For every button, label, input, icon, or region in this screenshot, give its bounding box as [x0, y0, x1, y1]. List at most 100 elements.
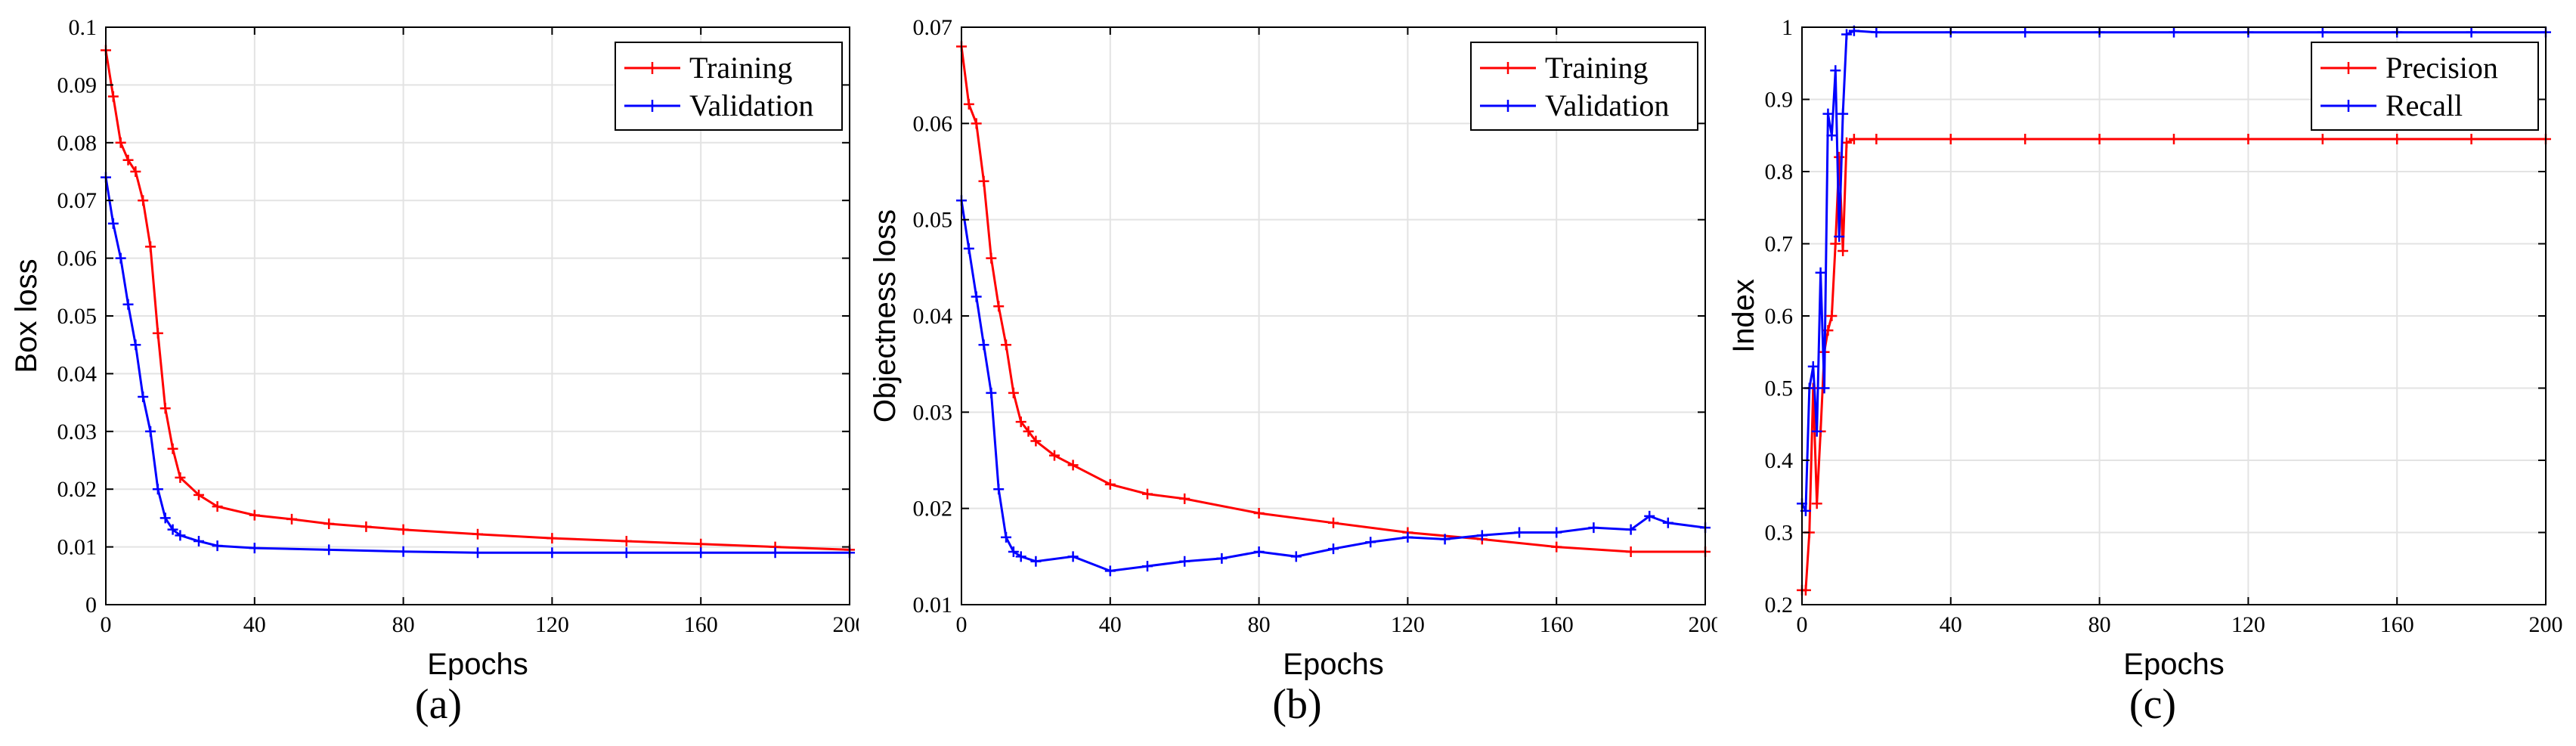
- data-point: [1551, 541, 1562, 553]
- x-tick-label: 200: [833, 612, 859, 637]
- y-axis-label: Box loss: [10, 258, 43, 373]
- data-point: [1001, 531, 1012, 543]
- data-point: [152, 327, 163, 339]
- data-point: [1848, 134, 1859, 145]
- x-tick-label: 40: [1940, 612, 1962, 637]
- data-point: [2317, 26, 2328, 38]
- data-point: [398, 524, 409, 535]
- data-point: [324, 518, 335, 530]
- panel-label-b: (b): [1272, 681, 1322, 728]
- data-point: [130, 339, 141, 351]
- data-point: [1008, 546, 1019, 557]
- data-point: [1328, 517, 1339, 528]
- data-point: [1216, 553, 1228, 564]
- x-tick-label: 40: [1099, 612, 1122, 637]
- y-axis-label: Index: [1727, 279, 1760, 353]
- data-point: [1015, 416, 1026, 428]
- data-point: [324, 544, 335, 556]
- y-tick-label: 0.08: [57, 131, 98, 156]
- y-tick-label: 0.04: [913, 304, 953, 329]
- data-point: [1142, 561, 1153, 572]
- data-point: [159, 512, 171, 524]
- legend-label-validation: Validation: [1545, 88, 1669, 122]
- data-point: [1644, 510, 1655, 522]
- legend-box: [1470, 42, 1698, 131]
- data-point: [115, 137, 126, 148]
- x-tick-label: 80: [2088, 612, 2111, 637]
- data-point: [1588, 522, 1599, 534]
- panel-label-a: (a): [414, 681, 463, 728]
- x-axis-label: Epochs: [2123, 648, 2224, 680]
- x-tick-label: 40: [243, 612, 266, 637]
- data-point: [212, 540, 223, 552]
- y-tick-label: 0.06: [57, 246, 98, 271]
- data-point: [1834, 151, 1845, 163]
- y-tick-label: 0.6: [1765, 304, 1794, 329]
- y-tick-label: 0.04: [57, 361, 98, 386]
- data-point: [978, 339, 989, 351]
- data-point: [2020, 134, 2031, 145]
- legend-label-recall: Recall: [2386, 88, 2463, 122]
- legend-marker: [647, 100, 658, 112]
- legend-label-precision: Precision: [2386, 51, 2498, 85]
- x-tick-label: 160: [2380, 612, 2414, 637]
- series-validation: [101, 172, 855, 559]
- data-point: [159, 403, 171, 414]
- y-tick-label: 0.8: [1765, 159, 1794, 184]
- y-tick-label: 0.07: [57, 188, 98, 213]
- data-point: [1104, 565, 1116, 577]
- y-tick-label: 0: [85, 593, 97, 618]
- series-validation: [956, 195, 1711, 577]
- data-point: [993, 484, 1005, 495]
- legend-box: [2311, 42, 2539, 131]
- x-tick-label: 120: [2231, 612, 2265, 637]
- data-point: [1030, 556, 1042, 567]
- x-tick-label: 0: [101, 612, 112, 637]
- data-point: [1179, 493, 1190, 504]
- legend-marker: [1503, 62, 1513, 74]
- data-point: [115, 252, 126, 264]
- data-point: [1625, 546, 1636, 557]
- data-point: [1514, 527, 1525, 538]
- data-point: [695, 547, 707, 559]
- data-point: [167, 524, 178, 535]
- data-point: [1328, 543, 1339, 555]
- data-point: [546, 533, 558, 544]
- y-tick-label: 0.09: [57, 73, 98, 98]
- series-line: [1800, 29, 2546, 512]
- data-point: [621, 547, 632, 559]
- data-point: [1945, 134, 1956, 145]
- data-point: [1476, 530, 1488, 541]
- data-point: [1067, 551, 1079, 562]
- data-point: [122, 299, 134, 310]
- data-point: [1811, 498, 1822, 509]
- y-tick-label: 0.03: [57, 419, 98, 444]
- series-line: [960, 200, 1706, 572]
- y-tick-label: 0.01: [913, 593, 953, 618]
- data-point: [1142, 488, 1153, 500]
- data-point: [1049, 450, 1060, 461]
- data-point: [286, 513, 297, 525]
- data-point: [472, 547, 483, 559]
- y-tick-label: 0.01: [57, 535, 98, 560]
- data-point: [1826, 311, 1838, 321]
- x-tick-label: 200: [1689, 612, 1718, 637]
- legend-marker: [2343, 62, 2354, 74]
- data-point: [2094, 134, 2105, 145]
- x-tick-label: 200: [2529, 612, 2563, 637]
- data-point: [130, 166, 141, 177]
- data-point: [971, 291, 982, 302]
- x-axis-label: Epochs: [427, 648, 528, 680]
- data-point: [1104, 478, 1116, 490]
- data-point: [1811, 426, 1822, 437]
- data-point: [1834, 231, 1845, 242]
- data-point: [1662, 517, 1673, 528]
- x-tick-label: 120: [1391, 612, 1425, 637]
- data-point: [993, 301, 1005, 312]
- legend-box: [615, 42, 843, 131]
- data-point: [621, 535, 632, 546]
- data-point: [107, 91, 119, 102]
- data-point: [2169, 26, 2179, 38]
